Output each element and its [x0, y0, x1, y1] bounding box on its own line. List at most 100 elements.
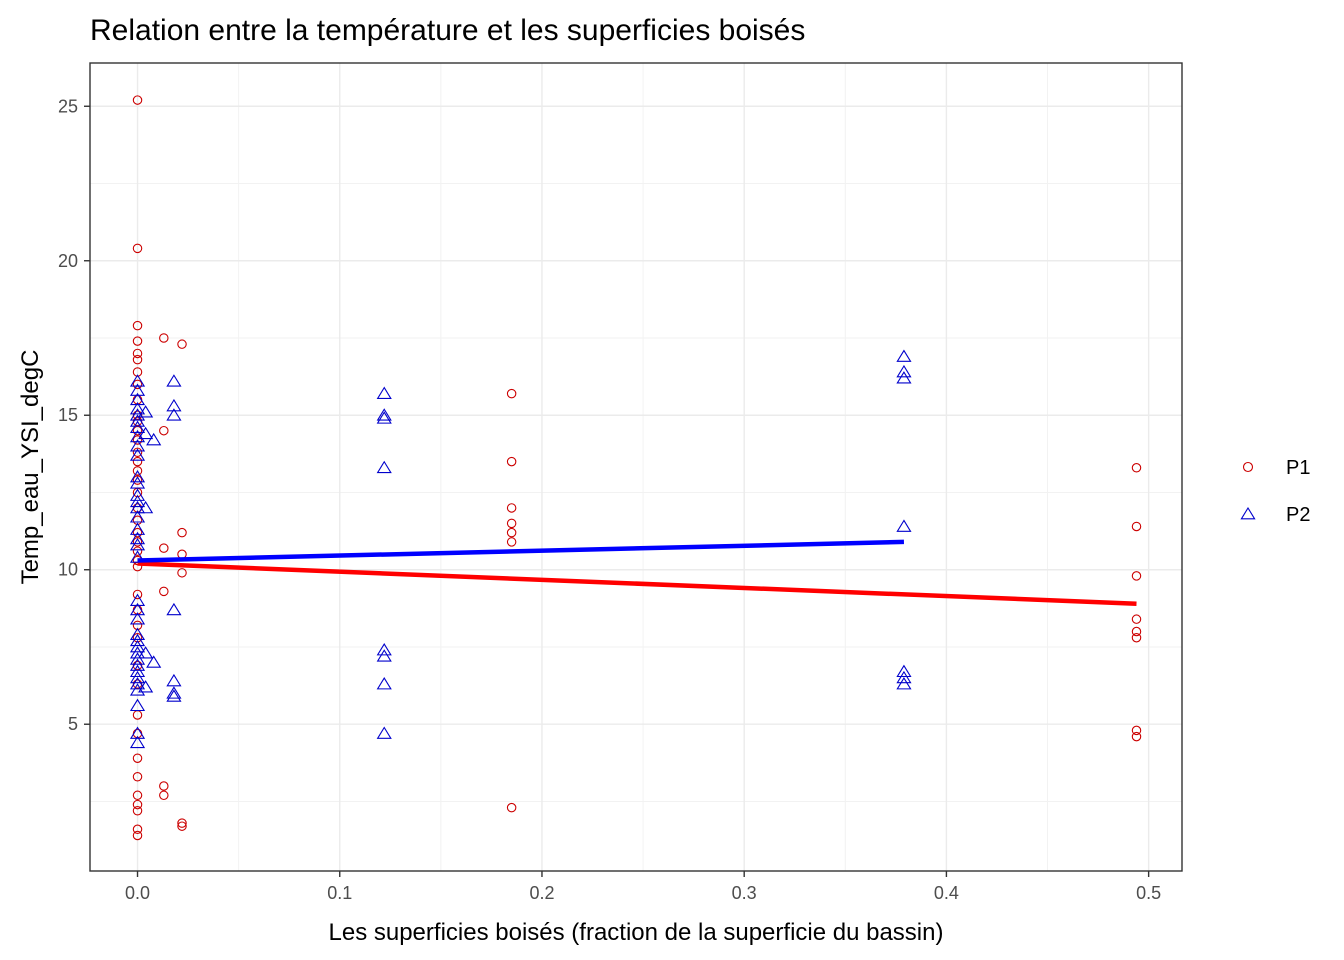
- point-p2: [129, 383, 146, 396]
- point-p1: [159, 425, 169, 436]
- point-p2: [896, 670, 912, 684]
- point-p1: [132, 336, 143, 346]
- point-p1: [177, 339, 187, 349]
- y-tick-label: 5: [68, 714, 78, 734]
- point-p1: [177, 818, 187, 828]
- fit-line-p2: [137, 539, 904, 563]
- point-p1: [159, 586, 169, 597]
- point-p2: [129, 374, 146, 387]
- x-tick-label: 0.3: [732, 883, 757, 903]
- point-p1: [159, 543, 169, 553]
- point-p1: [132, 830, 143, 841]
- grid-minor: [90, 63, 1182, 871]
- point-p1: [132, 95, 143, 105]
- point-p2: [896, 364, 912, 378]
- point-p1: [132, 475, 143, 485]
- point-p1: [132, 824, 143, 835]
- point-p1: [506, 537, 517, 547]
- x-tick-label: 0.2: [529, 883, 554, 903]
- point-p2: [129, 392, 146, 406]
- point-p2: [166, 686, 182, 699]
- point-p1: [132, 435, 143, 445]
- point-p1: [177, 527, 187, 538]
- point-p2: [129, 593, 146, 606]
- grid-major: [90, 63, 1182, 871]
- x-tick-label: 0.5: [1136, 883, 1161, 903]
- point-p2: [129, 414, 146, 427]
- point-p2: [129, 602, 146, 616]
- plot-panel: [89, 62, 1183, 872]
- point-p2: [129, 612, 146, 625]
- point-p1: [1131, 725, 1142, 736]
- point-p2: [129, 633, 146, 647]
- point-p2: [376, 386, 392, 399]
- point-p1: [506, 802, 517, 813]
- chart-title: Relation entre la température et les sup…: [90, 14, 805, 47]
- point-p2: [138, 405, 154, 418]
- point-p2: [896, 371, 912, 384]
- fit-line-p1: [137, 561, 1137, 606]
- point-p2: [129, 448, 146, 461]
- point-p2: [896, 677, 912, 690]
- point-p2: [896, 664, 912, 678]
- point-p1: [132, 772, 143, 782]
- point-p1: [506, 518, 517, 529]
- point-p2: [129, 677, 146, 690]
- point-p2: [896, 519, 912, 532]
- legend-label-p2: P2: [1286, 504, 1310, 526]
- point-p1: [132, 799, 143, 810]
- point-p2: [129, 670, 146, 684]
- point-p1: [132, 243, 143, 254]
- point-p2: [138, 426, 154, 440]
- point-p1: [132, 805, 143, 816]
- point-p1: [132, 447, 143, 458]
- point-p1: [506, 388, 517, 399]
- panel-border: [89, 62, 1183, 872]
- point-p1: [1131, 521, 1142, 532]
- point-p1: [1131, 626, 1142, 637]
- point-p2: [146, 655, 162, 668]
- y-tick-label: 15: [58, 405, 78, 425]
- point-p2: [129, 646, 146, 659]
- point-p2: [129, 652, 146, 665]
- point-p2: [129, 627, 146, 640]
- x-tick-label: 0.1: [327, 883, 352, 903]
- point-p2: [166, 374, 182, 387]
- point-p1: [132, 589, 143, 600]
- point-p1: [177, 568, 187, 578]
- point-p1: [132, 354, 143, 365]
- point-p2: [129, 698, 146, 712]
- point-p2: [129, 531, 146, 545]
- point-p2: [138, 680, 154, 693]
- point-p1: [159, 790, 169, 801]
- point-p1: [132, 790, 143, 801]
- point-p2: [146, 432, 162, 446]
- point-p1: [132, 320, 143, 331]
- point-p2: [129, 469, 146, 483]
- data-points: [129, 95, 1142, 841]
- point-p2: [129, 500, 146, 514]
- point-p2: [129, 476, 146, 489]
- point-p2: [166, 408, 182, 421]
- point-p1: [1131, 731, 1142, 742]
- point-p2: [129, 658, 146, 671]
- point-p1: [159, 333, 169, 343]
- point-p2: [166, 602, 182, 616]
- point-p2: [376, 649, 392, 662]
- legend-key-p2: [1240, 506, 1256, 520]
- point-p2: [376, 460, 392, 474]
- y-tick-label: 10: [58, 560, 78, 580]
- point-p2: [129, 402, 146, 415]
- point-p2: [376, 726, 392, 739]
- point-p2: [129, 726, 146, 739]
- point-p2: [166, 673, 182, 687]
- point-p2: [129, 550, 146, 563]
- point-p2: [129, 488, 146, 501]
- point-p1: [506, 456, 517, 467]
- x-axis-title: Les superficies boisés (fraction de la s…: [329, 919, 944, 946]
- legend-key-p1: [1242, 461, 1254, 473]
- point-p2: [129, 439, 146, 452]
- point-p1: [506, 503, 517, 513]
- point-p1: [1131, 571, 1142, 581]
